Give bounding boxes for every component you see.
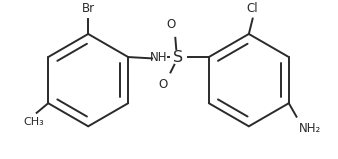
Text: S: S <box>173 50 183 65</box>
Text: O: O <box>167 18 176 31</box>
Text: O: O <box>158 78 167 91</box>
Text: NH: NH <box>150 51 168 64</box>
Text: CH₃: CH₃ <box>23 117 44 127</box>
Text: Cl: Cl <box>247 2 259 15</box>
Text: NH₂: NH₂ <box>298 122 321 135</box>
Text: Br: Br <box>82 2 95 15</box>
